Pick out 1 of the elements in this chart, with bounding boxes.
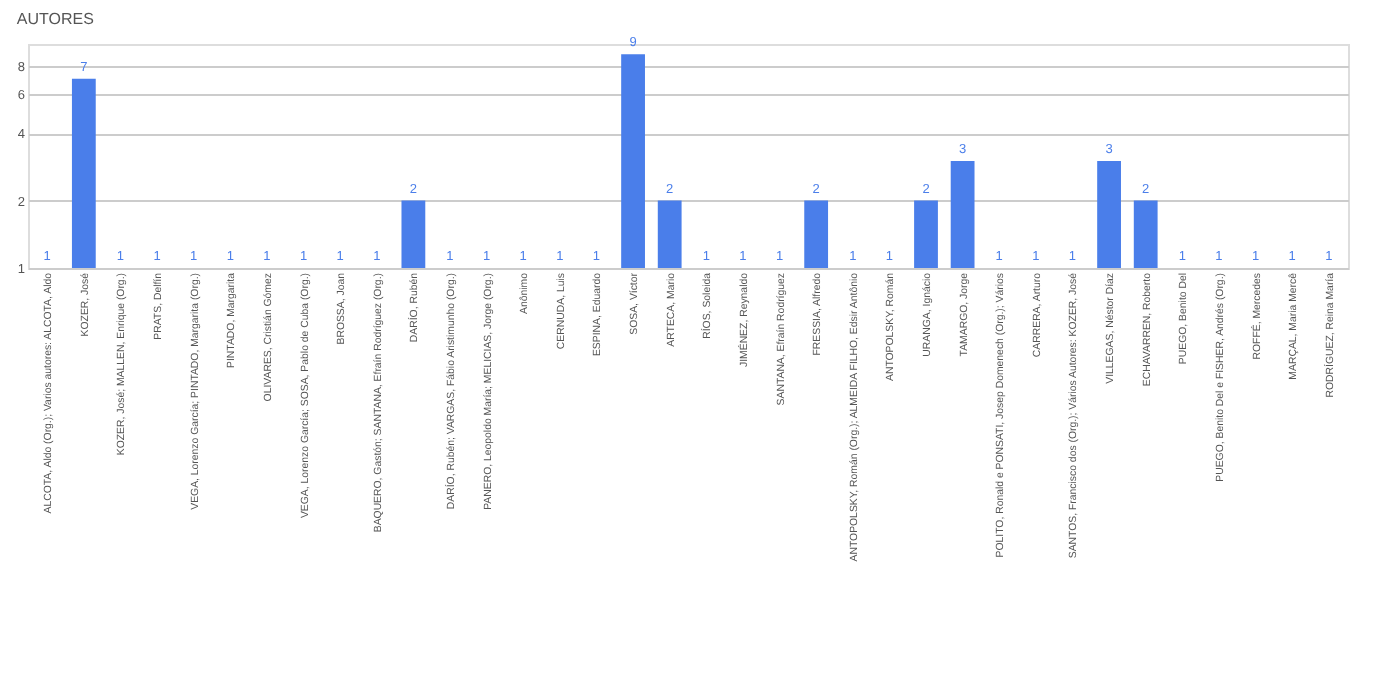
chart-title: AUTORES bbox=[16, 10, 94, 29]
